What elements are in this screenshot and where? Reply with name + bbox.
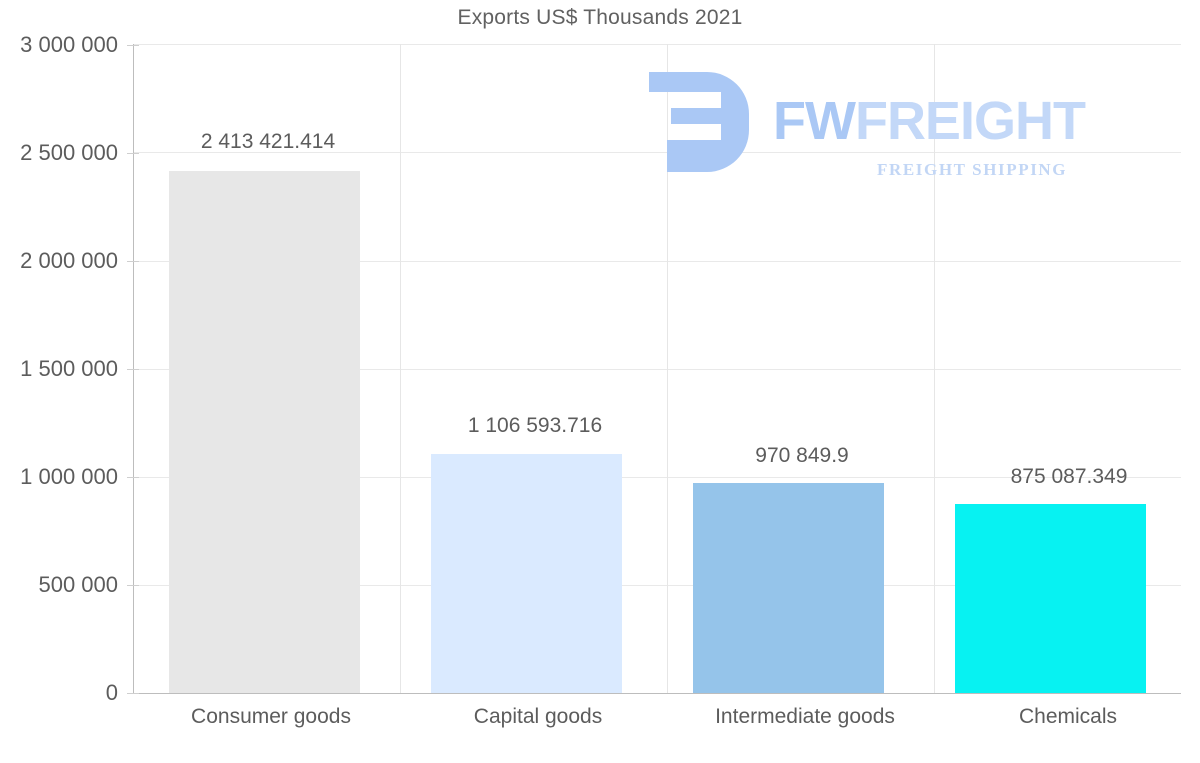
gridline-horizontal <box>133 44 1181 45</box>
gridline-horizontal <box>133 585 1181 586</box>
y-tick-mark <box>127 45 139 46</box>
gridline-vertical <box>400 44 401 693</box>
x-tick-label-intermediate-goods: Intermediate goods <box>715 705 895 728</box>
x-tick-label-chemicals: Chemicals <box>1018 705 1118 728</box>
y-tick-label: 1 500 000 <box>20 356 118 381</box>
y-tick-mark <box>127 477 139 478</box>
bar-consumer-goods[interactable] <box>168 170 360 693</box>
y-tick-label: 2 000 000 <box>20 248 118 273</box>
x-axis-line <box>133 693 1181 694</box>
bar-chemicals[interactable] <box>954 503 1146 693</box>
bar-intermediate-goods[interactable] <box>692 483 884 693</box>
bar-capital-goods[interactable] <box>430 453 622 693</box>
y-tick-mark <box>127 261 139 262</box>
gridline-horizontal <box>133 477 1181 478</box>
y-tick-mark <box>127 153 139 154</box>
x-tick-label-consumer-goods: Consumer goods <box>191 705 351 728</box>
y-tick-label: 500 000 <box>38 572 118 597</box>
y-tick-mark <box>127 369 139 370</box>
bar-value-consumer-goods: 2 413 421.414 <box>200 130 336 153</box>
gridline-horizontal <box>133 261 1181 262</box>
gridline-vertical <box>934 44 935 693</box>
plot-area <box>133 44 1181 693</box>
bar-value-intermediate-goods: 970 849.9 <box>755 444 849 467</box>
chart-title: Exports US$ Thousands 2021 <box>457 6 743 29</box>
y-tick-label: 3 000 000 <box>20 32 118 57</box>
gridline-vertical <box>667 44 668 693</box>
gridline-horizontal <box>133 369 1181 370</box>
bar-value-chemicals: 875 087.349 <box>1010 465 1128 488</box>
x-tick-label-capital-goods: Capital goods <box>473 705 603 728</box>
y-tick-label: 2 500 000 <box>20 140 118 165</box>
bar-value-capital-goods: 1 106 593.716 <box>467 414 603 437</box>
y-tick-mark <box>127 585 139 586</box>
y-tick-label: 0 <box>105 680 118 705</box>
y-tick-mark <box>127 693 139 694</box>
y-tick-label: 1 000 000 <box>20 464 118 489</box>
